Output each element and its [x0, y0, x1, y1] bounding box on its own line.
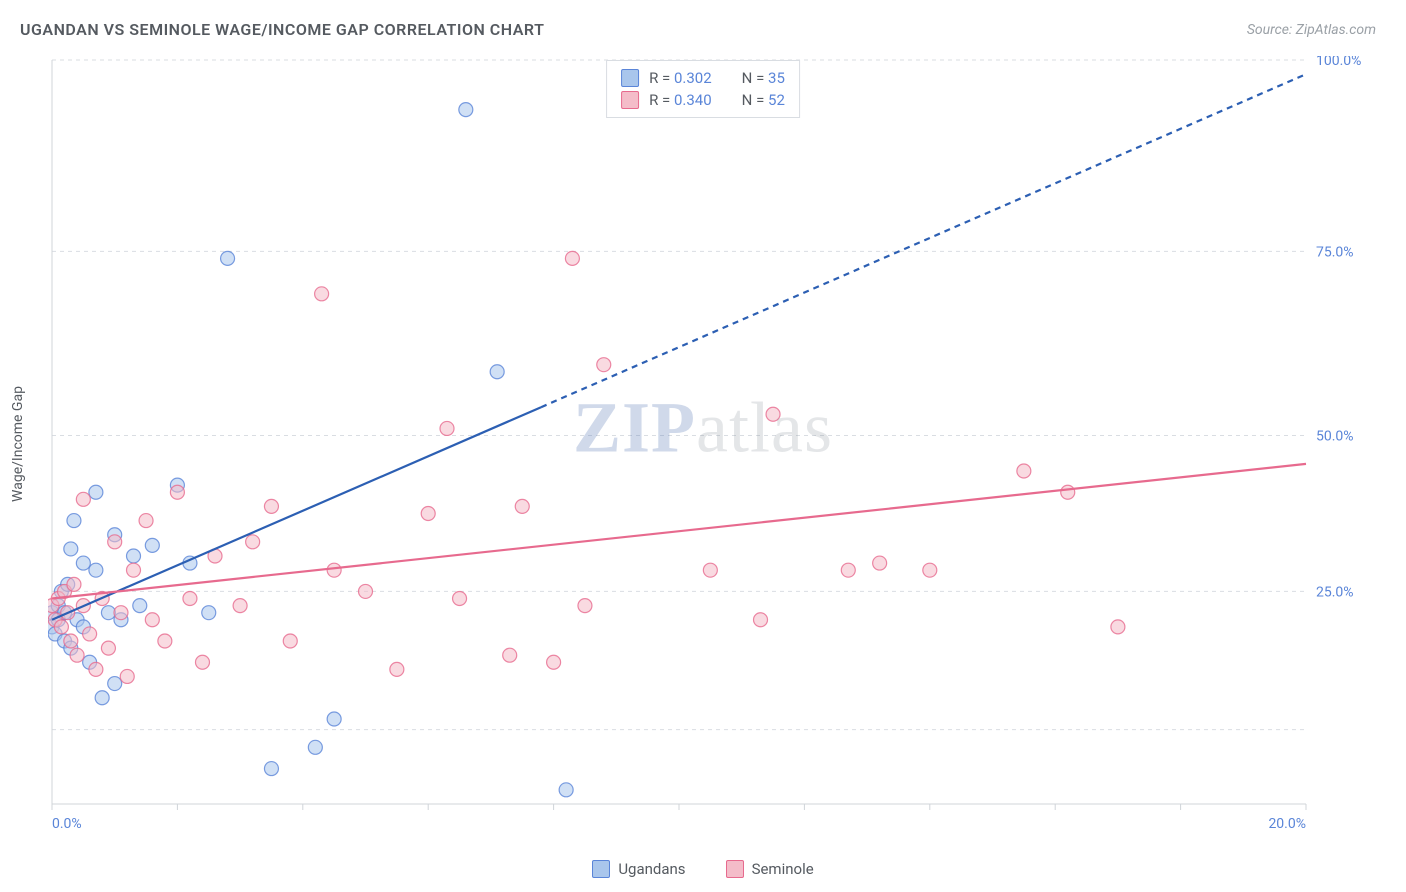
data-point: [95, 691, 109, 705]
data-point: [264, 499, 278, 513]
data-point: [145, 538, 159, 552]
data-point: [327, 563, 341, 577]
data-point: [841, 563, 855, 577]
data-point: [923, 563, 937, 577]
data-point: [490, 365, 504, 379]
data-point: [503, 648, 517, 662]
svg-text:0.0%: 0.0%: [52, 816, 82, 832]
data-point: [327, 712, 341, 726]
scatter-plot-svg: 25.0% 50.0% 75.0% 100.0% 0.0% 20.0%: [48, 56, 1376, 832]
data-point: [195, 655, 209, 669]
data-point: [453, 592, 467, 606]
legend-swatch: [621, 91, 639, 109]
data-point: [515, 499, 529, 513]
legend-swatch: [621, 69, 639, 87]
correlation-legend-row: R = 0.302 N = 35: [621, 67, 785, 89]
data-point: [76, 556, 90, 570]
data-point: [89, 563, 103, 577]
data-point: [67, 514, 81, 528]
correlation-legend-row: R = 0.340 N = 52: [621, 89, 785, 111]
data-point: [421, 506, 435, 520]
data-point: [1061, 485, 1075, 499]
legend-swatch: [726, 860, 744, 878]
data-point: [246, 535, 260, 549]
data-point: [283, 634, 297, 648]
data-point: [64, 634, 78, 648]
data-point: [101, 641, 115, 655]
data-point: [459, 103, 473, 117]
data-point: [264, 762, 278, 776]
data-point: [89, 662, 103, 676]
n-label: N = 35: [742, 69, 785, 87]
svg-text:25.0%: 25.0%: [1316, 584, 1354, 600]
data-point: [440, 421, 454, 435]
y-axis-label: Wage/Income Gap: [10, 386, 26, 502]
data-point: [158, 634, 172, 648]
data-point: [127, 549, 141, 563]
data-point: [170, 485, 184, 499]
data-point: [120, 669, 134, 683]
data-point: [221, 251, 235, 265]
legend-item: Seminole: [726, 860, 814, 878]
legend-item: Ugandans: [592, 860, 685, 878]
chart-title: UGANDAN VS SEMINOLE WAGE/INCOME GAP CORR…: [20, 20, 544, 39]
data-point: [145, 613, 159, 627]
correlation-legend-box: R = 0.302 N = 35 R = 0.340 N = 52: [606, 60, 800, 118]
data-point: [315, 287, 329, 301]
data-point: [54, 620, 68, 634]
data-point: [597, 358, 611, 372]
n-label: N = 52: [742, 91, 785, 109]
r-label: R = 0.302: [649, 69, 712, 87]
data-point: [559, 783, 573, 797]
data-point: [754, 613, 768, 627]
data-point: [703, 563, 717, 577]
r-label: R = 0.340: [649, 91, 712, 109]
legend-label: Seminole: [752, 860, 814, 878]
data-point: [83, 627, 97, 641]
trend-line: [52, 464, 1306, 599]
data-point: [202, 606, 216, 620]
data-point: [139, 514, 153, 528]
data-point: [766, 407, 780, 421]
svg-text:20.0%: 20.0%: [1268, 816, 1306, 832]
data-point: [233, 599, 247, 613]
svg-text:75.0%: 75.0%: [1316, 244, 1354, 260]
data-point: [133, 599, 147, 613]
data-point: [89, 485, 103, 499]
data-point: [1111, 620, 1125, 634]
data-point: [547, 655, 561, 669]
data-point: [108, 535, 122, 549]
data-point: [76, 492, 90, 506]
data-point: [390, 662, 404, 676]
data-point: [127, 563, 141, 577]
data-point: [183, 592, 197, 606]
data-point: [108, 677, 122, 691]
data-point: [1017, 464, 1031, 478]
data-point: [359, 584, 373, 598]
legend-swatch: [592, 860, 610, 878]
legend-label: Ugandans: [618, 860, 685, 878]
data-point: [873, 556, 887, 570]
trend-line: [52, 407, 541, 620]
series-legend: Ugandans Seminole: [0, 860, 1406, 878]
data-point: [565, 251, 579, 265]
data-point: [64, 542, 78, 556]
data-point: [101, 606, 115, 620]
data-point: [70, 648, 84, 662]
svg-text:50.0%: 50.0%: [1316, 429, 1354, 445]
data-point: [114, 606, 128, 620]
data-point: [67, 577, 81, 591]
plot-area: Wage/Income Gap 25.0%50.0%75.0%100.0%0.0…: [48, 56, 1376, 832]
source-attribution: Source: ZipAtlas.com: [1247, 22, 1376, 38]
data-point: [308, 740, 322, 754]
data-point: [578, 599, 592, 613]
trend-line-extrapolated: [541, 74, 1306, 407]
svg-text:100.0%: 100.0%: [1316, 56, 1361, 69]
